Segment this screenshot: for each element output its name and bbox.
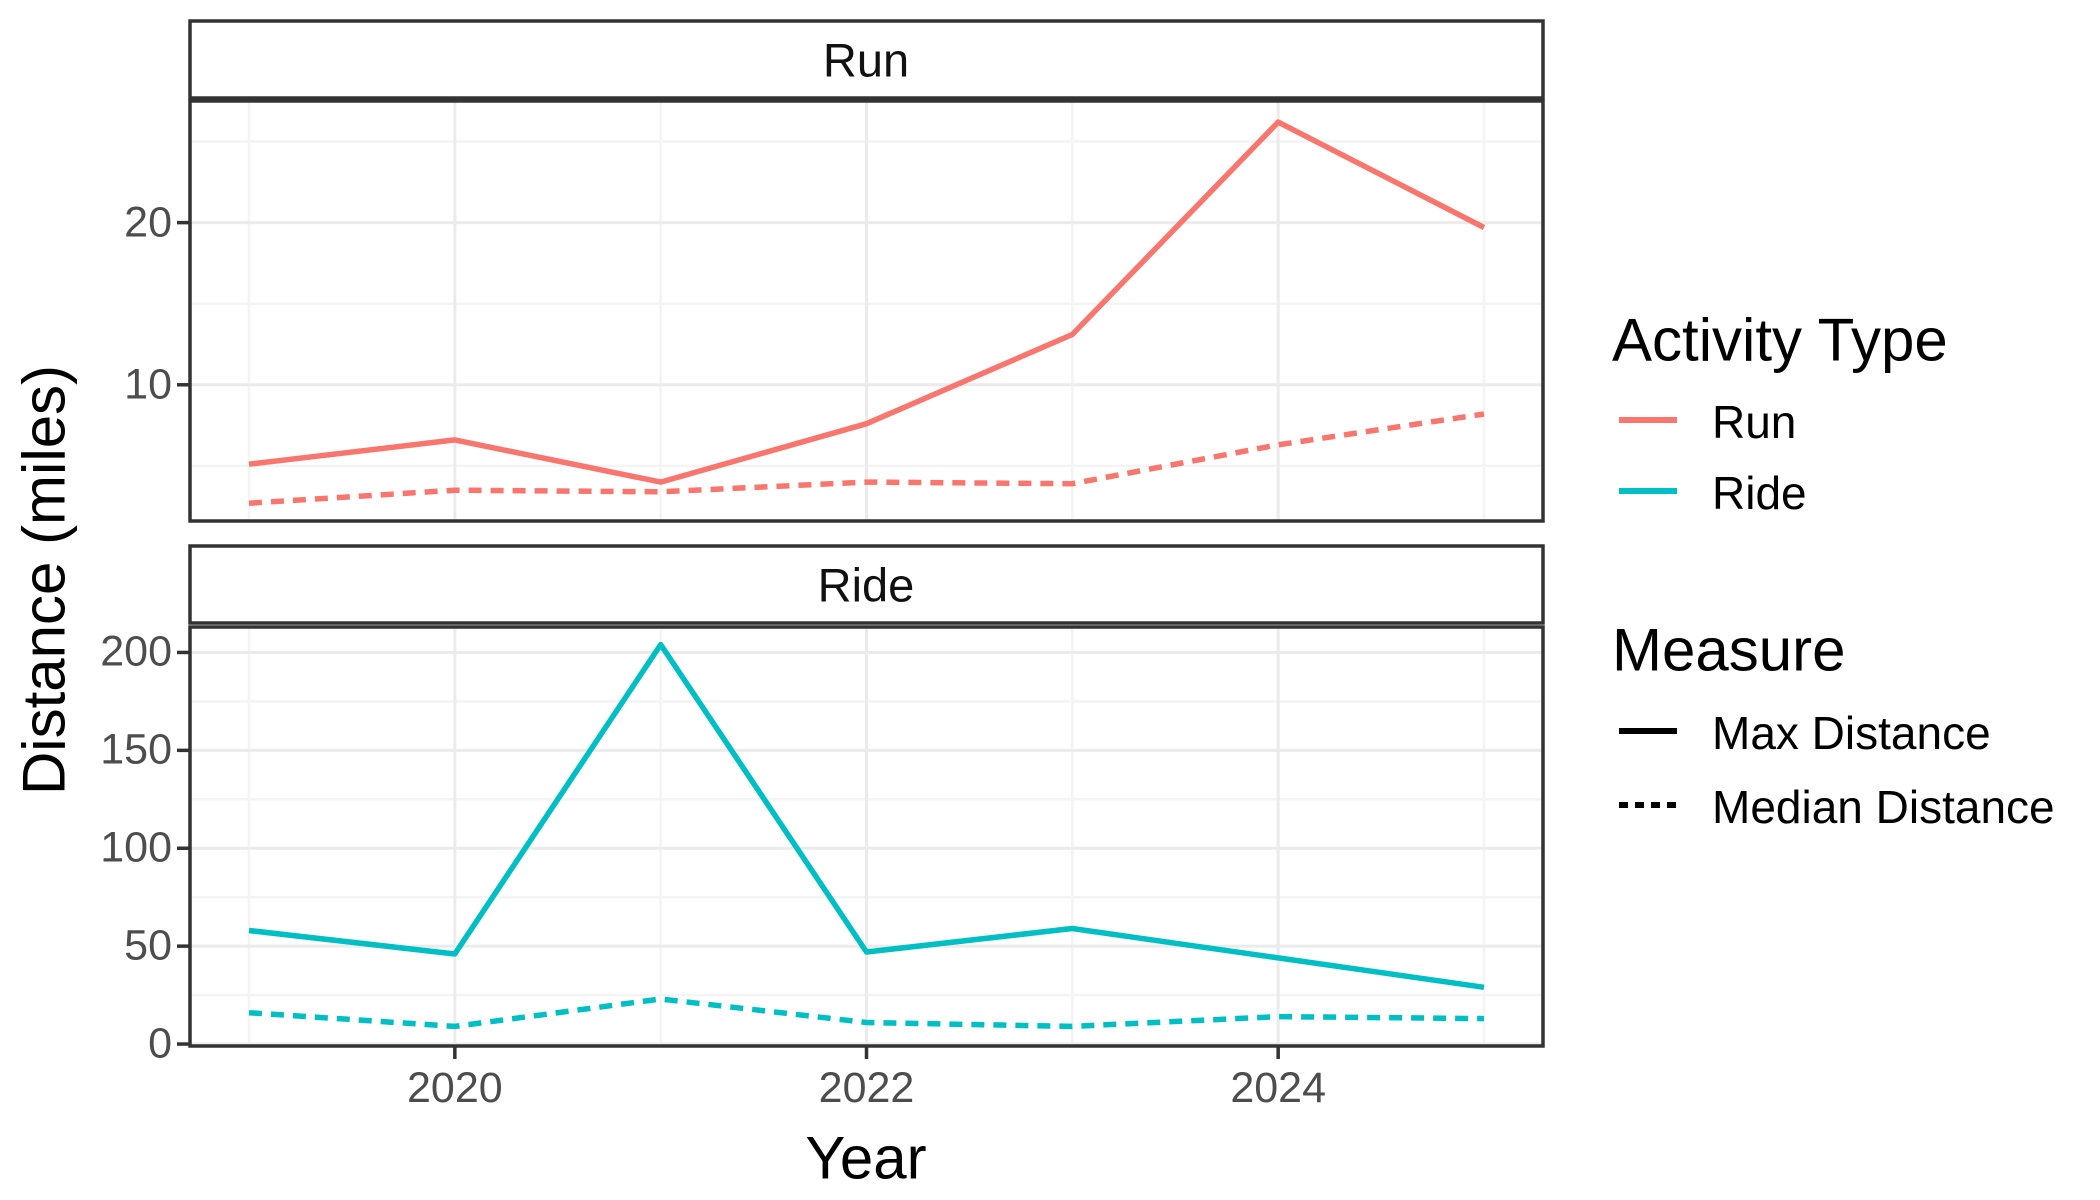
legend-label-ride: Ride	[1712, 467, 1807, 519]
x-tick-label: 2022	[818, 1064, 915, 1112]
legend-title-activity-type: Activity Type	[1612, 306, 1948, 374]
ride-median-line	[248, 996, 1485, 1030]
legend-key-median-distance-icon	[1619, 798, 1677, 816]
x-tick-label: 2024	[1230, 1064, 1326, 1112]
y-tick-label: 20	[124, 198, 172, 247]
legend-key-run-icon	[1619, 413, 1677, 431]
run-median-line	[248, 411, 1485, 506]
ride-max-line	[248, 641, 1485, 991]
facet-strip	[188, 19, 1545, 100]
run-max-line	[248, 119, 1486, 485]
x-axis-title: Year	[805, 1124, 927, 1192]
panel-border	[188, 99, 1545, 523]
y-tick-label: 10	[124, 360, 172, 409]
legend-title-measure: Measure	[1612, 616, 1846, 684]
legend-label-run: Run	[1712, 396, 1797, 448]
strip-label-run: Run	[822, 33, 910, 87]
y-tick-label: 150	[100, 725, 172, 774]
y-tick-label: 0	[148, 1019, 172, 1068]
legend-label-median-distance: Median Distance	[1712, 781, 2055, 833]
facet-strip	[188, 544, 1545, 625]
legend-key-max-distance-icon	[1619, 724, 1677, 742]
y-tick-label: 100	[100, 823, 172, 872]
y-tick-label: 200	[100, 627, 172, 676]
y-tick-label: 50	[124, 921, 172, 970]
legend-label-max-distance: Max Distance	[1712, 707, 1991, 759]
legend-key-ride-icon	[1619, 484, 1677, 502]
x-tick-label: 2020	[406, 1064, 503, 1112]
strip-label-ride: Ride	[817, 558, 915, 612]
